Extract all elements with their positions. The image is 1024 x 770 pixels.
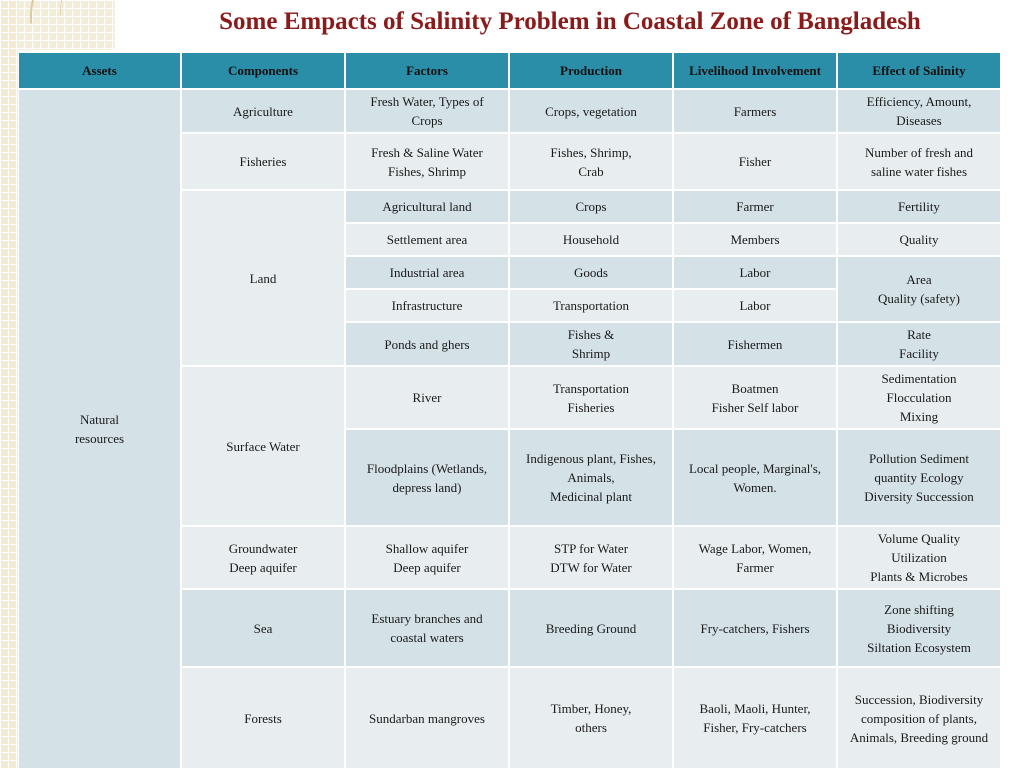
header-production: Production — [510, 53, 672, 88]
livelihood-cell: Labor — [674, 290, 836, 321]
production-cell: Transportation Fisheries — [510, 367, 672, 428]
factors-cell: Infrastructure — [346, 290, 508, 321]
component-forests: Forests — [182, 668, 344, 768]
table-row: Natural resources Agriculture Fresh Water… — [19, 90, 1000, 768]
salinity-table: Assets Components Factors Production Liv… — [17, 51, 1002, 770]
table-row: Forests Sundarban mangroves Timber, Hone… — [19, 668, 1000, 768]
factors-cell: Ponds and ghers — [346, 323, 508, 365]
livelihood-cell: Farmers — [674, 90, 836, 132]
table-row: Surface Water River Transportation Fisher… — [19, 367, 1000, 525]
production-cell: Transportation — [510, 290, 672, 321]
header-components: Components — [182, 53, 344, 88]
table-row: Infrastructure Transportation Labor — [19, 290, 1000, 321]
effect-cell: Rate Facility — [838, 323, 1000, 365]
livelihood-cell: Farmer — [674, 191, 836, 222]
factors-cell: Fresh Water, Types of Crops — [346, 90, 508, 132]
table-row: Industrial area Goods Labor Area Quality … — [19, 257, 1000, 321]
effect-cell: Sedimentation Flocculation Mixing — [838, 367, 1000, 428]
component-fisheries: Fisheries — [182, 134, 344, 189]
decorative-grid-top — [0, 0, 115, 50]
factors-cell: River — [346, 367, 508, 428]
header-assets: Assets — [19, 53, 180, 88]
livelihood-cell: Baoli, Maoli, Hunter, Fisher, Fry-catcher… — [674, 668, 836, 768]
header-livelihood: Livelihood Involvement — [674, 53, 836, 88]
production-cell: Timber, Honey, others — [510, 668, 672, 768]
production-cell: Goods — [510, 257, 672, 288]
component-sea: Sea — [182, 590, 344, 666]
livelihood-cell: Fry-catchers, Fishers — [674, 590, 836, 666]
production-cell: Fishes & Shrimp — [510, 323, 672, 365]
effect-cell: Volume Quality Utilization Plants & Microb… — [838, 527, 1000, 588]
component-land: Land — [182, 191, 344, 365]
component-agriculture: Agriculture — [182, 90, 344, 132]
header-effect: Effect of Salinity — [838, 53, 1000, 88]
effect-cell: Pollution Sediment quantity Ecology Divers… — [838, 430, 1000, 525]
table-row: Fisheries Fresh & Saline Water Fishes, Sh… — [19, 134, 1000, 189]
table-row: Settlement area Household Members Qualit… — [19, 224, 1000, 255]
page-title: Some Empacts of Salinity Problem in Coas… — [219, 8, 921, 35]
effect-cell: Succession, Biodiversity composition of p… — [838, 668, 1000, 768]
effect-cell: Area Quality (safety) — [838, 257, 1000, 321]
livelihood-cell: Labor — [674, 257, 836, 288]
production-cell: Household — [510, 224, 672, 255]
livelihood-cell: Fishermen — [674, 323, 836, 365]
table-row: Groundwater Deep aquifer Shallow aquifer D… — [19, 527, 1000, 588]
factors-cell: Fresh & Saline Water Fishes, Shrimp — [346, 134, 508, 189]
decorative-grid-left — [0, 0, 18, 768]
livelihood-cell: Boatmen Fisher Self labor — [674, 367, 836, 428]
table-row: Ponds and ghers Fishes & Shrimp Fishermen… — [19, 323, 1000, 365]
effect-cell: Zone shifting Biodiversity Siltation Ecosy… — [838, 590, 1000, 666]
production-cell: Breeding Ground — [510, 590, 672, 666]
production-cell: Fishes, Shrimp, Crab — [510, 134, 672, 189]
livelihood-cell: Wage Labor, Women, Farmer — [674, 527, 836, 588]
factors-cell: Settlement area — [346, 224, 508, 255]
asset-natural-resources: Natural resources — [19, 90, 180, 768]
component-groundwater: Groundwater Deep aquifer — [182, 527, 344, 588]
header-factors: Factors — [346, 53, 508, 88]
factors-cell: Agricultural land — [346, 191, 508, 222]
effect-cell: Efficiency, Amount, Diseases — [838, 90, 1000, 132]
table-row: Land Agricultural land Crops Farmer Fert… — [19, 191, 1000, 365]
production-cell: Crops, vegetation — [510, 90, 672, 132]
factors-cell: Sundarban mangroves — [346, 668, 508, 768]
production-cell: Indigenous plant, Fishes, Animals, Medicin… — [510, 430, 672, 525]
factors-cell: Floodplains (Wetlands, depress land) — [346, 430, 508, 525]
livelihood-cell: Fisher — [674, 134, 836, 189]
livelihood-cell: Members — [674, 224, 836, 255]
factors-cell: Estuary branches and coastal waters — [346, 590, 508, 666]
effect-cell: Number of fresh and saline water fishes — [838, 134, 1000, 189]
table-row: Sea Estuary branches and coastal waters B… — [19, 590, 1000, 666]
header-row: Assets Components Factors Production Liv… — [19, 53, 1000, 88]
table-row: Floodplains (Wetlands, depress land) Indi… — [19, 430, 1000, 525]
component-surface-water: Surface Water — [182, 367, 344, 525]
factors-cell: Industrial area — [346, 257, 508, 288]
effect-cell: Quality — [838, 224, 1000, 255]
factors-cell: Shallow aquifer Deep aquifer — [346, 527, 508, 588]
production-cell: Crops — [510, 191, 672, 222]
livelihood-cell: Local people, Marginal's, Women. — [674, 430, 836, 525]
effect-cell: Fertility — [838, 191, 1000, 222]
production-cell: STP for Water DTW for Water — [510, 527, 672, 588]
